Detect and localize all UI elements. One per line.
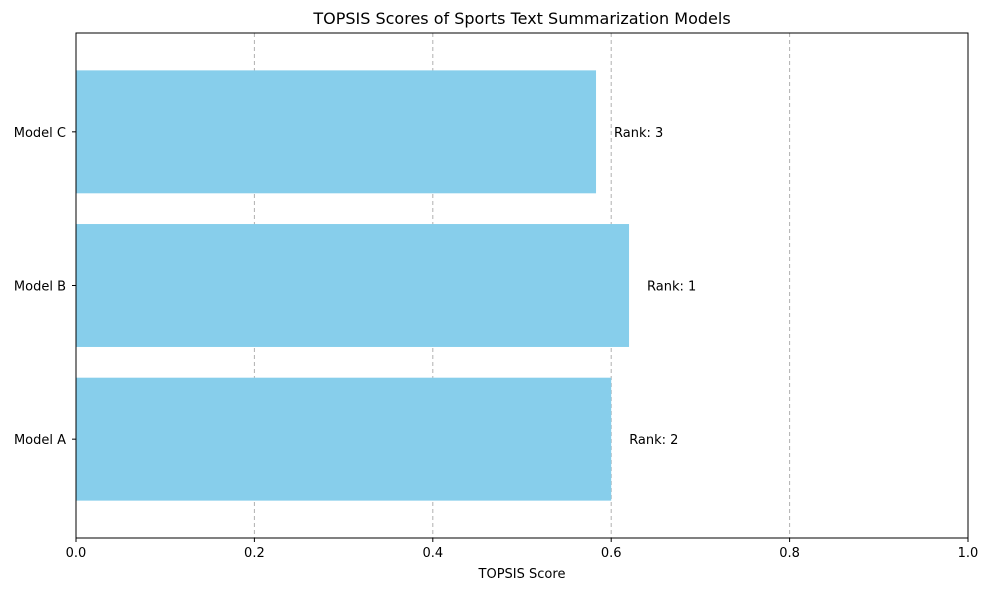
y-tick-label: Model B bbox=[14, 280, 66, 295]
y-axis-ticks: Model A Model B Model C bbox=[14, 126, 76, 448]
x-axis-ticks: 0.0 0.2 0.4 0.6 0.8 1.0 bbox=[66, 538, 979, 561]
bar-rank-label: Rank: 2 bbox=[629, 433, 678, 448]
x-tick-label: 0.8 bbox=[779, 546, 800, 561]
chart-title: TOPSIS Scores of Sports Text Summarizati… bbox=[312, 9, 730, 28]
x-tick-label: 0.6 bbox=[601, 546, 622, 561]
x-tick-label: 0.2 bbox=[244, 546, 265, 561]
bar-rank-label: Rank: 3 bbox=[614, 126, 663, 141]
bar bbox=[76, 224, 630, 347]
y-tick-label: Model A bbox=[14, 433, 66, 448]
x-tick-label: 0.0 bbox=[66, 546, 87, 561]
x-tick-label: 1.0 bbox=[958, 546, 979, 561]
bars bbox=[76, 70, 630, 501]
bar bbox=[76, 70, 597, 194]
x-tick-label: 0.4 bbox=[422, 546, 443, 561]
bar bbox=[76, 377, 612, 501]
y-tick-label: Model C bbox=[14, 126, 66, 141]
bar-labels: Rank: 2 Rank: 1 Rank: 3 bbox=[614, 126, 696, 448]
bar-rank-label: Rank: 1 bbox=[647, 280, 696, 295]
x-axis-label: TOPSIS Score bbox=[478, 567, 566, 582]
